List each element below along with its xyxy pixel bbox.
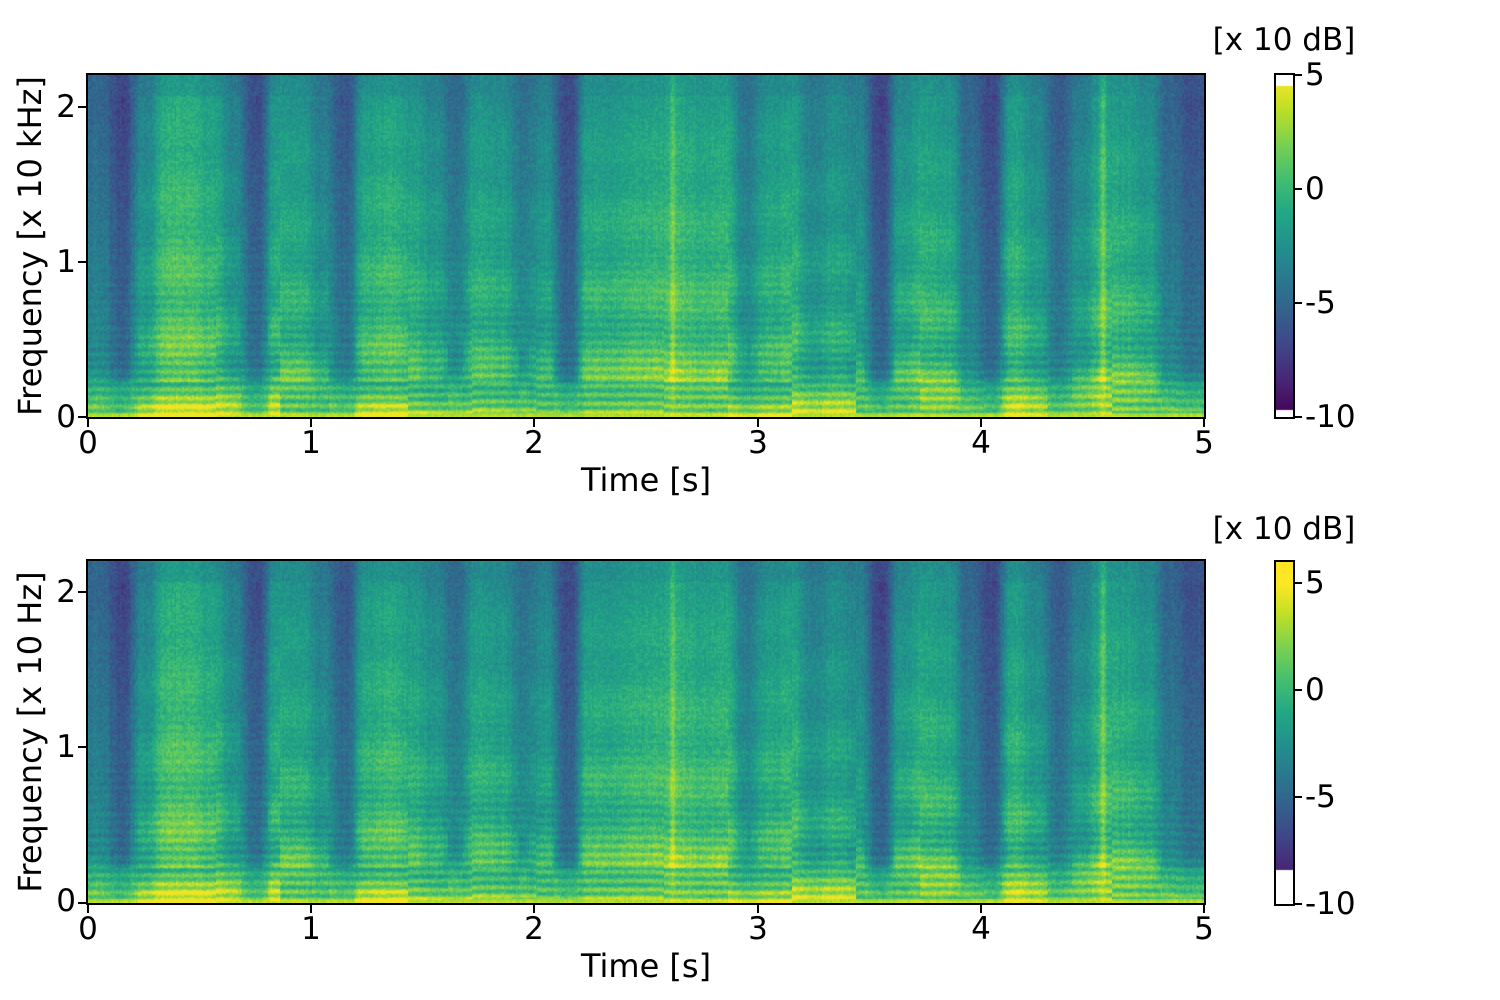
y-tick-label: 1 [56, 243, 76, 280]
colorbar-gradient-top [1276, 75, 1293, 417]
x-tick-label: 1 [301, 911, 321, 947]
x-tick-label: 3 [748, 425, 768, 461]
colorbar-tick-mark [1295, 188, 1302, 190]
x-tick-mark [533, 419, 536, 427]
x-tick-label: 2 [524, 911, 544, 947]
plot-frame-top [86, 73, 1206, 419]
colorbar-tick-label: -5 [1305, 284, 1336, 321]
x-tick-label: 0 [78, 425, 98, 461]
x-tick-mark [310, 419, 313, 427]
y-tick-label: 2 [56, 573, 76, 610]
colorbar-title-top: [x 10 dB] [1212, 22, 1356, 58]
colorbar-tick-mark [1295, 903, 1302, 905]
colorbar-gradient-bottom [1276, 562, 1293, 904]
y-tick-mark [78, 590, 86, 593]
colorbar-tick-label: 5 [1305, 56, 1325, 93]
x-tick-label: 5 [1194, 911, 1214, 947]
x-tick-mark [756, 419, 759, 427]
x-tick-mark [533, 905, 536, 913]
y-tick-label: 0 [56, 882, 76, 919]
x-tick-mark [87, 419, 89, 427]
colorbar-tick-mark [1295, 689, 1302, 692]
x-tick-mark [979, 419, 982, 427]
x-tick-label: 4 [971, 425, 991, 461]
colorbar-tick-label: -5 [1305, 778, 1336, 815]
plot-frame-bottom [86, 559, 1206, 905]
x-axis-label-bottom: Time [s] [580, 947, 712, 985]
colorbar-tick-mark [1295, 796, 1302, 799]
colorbar-tick-label: 5 [1305, 564, 1325, 601]
x-tick-label: 4 [971, 911, 991, 947]
colorbar-title-bottom: [x 10 dB] [1212, 511, 1356, 547]
y-tick-mark [78, 105, 86, 108]
y-tick-label: 0 [56, 398, 76, 435]
x-tick-mark [756, 905, 759, 913]
spectrogram-heatmap-bottom [88, 561, 1204, 903]
x-tick-mark [310, 905, 313, 913]
y-tick-label: 2 [56, 88, 76, 125]
y-tick-mark [78, 416, 86, 418]
colorbar-tick-mark [1295, 302, 1302, 304]
spectrogram-heatmap-top [88, 75, 1204, 417]
y-tick-label: 1 [56, 728, 76, 765]
colorbar-tick-mark [1295, 74, 1302, 76]
x-tick-label: 0 [78, 911, 98, 947]
colorbar-tick-mark [1295, 416, 1302, 418]
y-tick-mark [78, 260, 86, 263]
y-tick-mark [78, 902, 86, 904]
colorbar-tick-label: -10 [1305, 885, 1356, 922]
colorbar-tick-mark [1295, 582, 1302, 585]
colorbar-frame-top [1274, 73, 1295, 419]
x-tick-label: 5 [1194, 425, 1214, 461]
x-tick-mark [979, 905, 982, 913]
x-tick-label: 1 [301, 425, 321, 461]
y-tick-mark [78, 746, 86, 749]
colorbar-tick-label: -10 [1305, 398, 1356, 435]
x-tick-mark [87, 905, 89, 913]
colorbar-tick-label: 0 [1305, 671, 1325, 708]
x-axis-label-top: Time [s] [580, 461, 712, 499]
colorbar-frame-bottom [1274, 560, 1295, 906]
x-tick-label: 2 [524, 425, 544, 461]
x-tick-mark [1203, 419, 1205, 427]
colorbar-tick-label: 0 [1305, 170, 1325, 207]
x-tick-label: 3 [748, 911, 768, 947]
x-tick-mark [1203, 905, 1205, 913]
